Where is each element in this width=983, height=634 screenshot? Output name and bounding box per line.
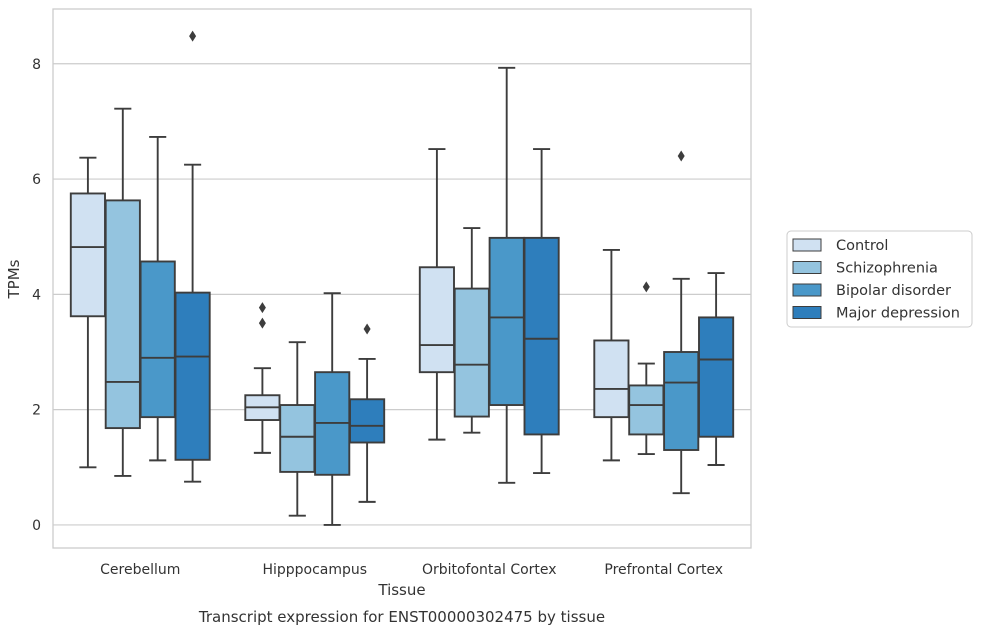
x-axis-ticks: Cerebellum Hipppocampus Orbitofontal Corte… <box>100 562 723 578</box>
legend-swatch <box>792 306 822 319</box>
legend-label: Bipolar disorder <box>836 283 951 299</box>
box-control <box>69 156 106 469</box>
box-iqr <box>593 339 630 419</box>
x-tick-label: Cerebellum <box>100 562 180 578</box>
box-iqr <box>69 192 106 318</box>
box-control <box>418 148 455 441</box>
box-iqr <box>663 351 700 451</box>
outlier-point <box>677 150 685 162</box>
outlier-point <box>642 281 650 293</box>
box-iqr <box>174 291 211 461</box>
y-tick-label: 0 <box>32 518 41 534</box>
box-iqr <box>628 384 665 436</box>
y-tick-label: 6 <box>32 172 41 188</box>
box-schizophrenia <box>279 341 316 517</box>
box-bipolar-disorder <box>139 136 176 462</box>
box-major-depression <box>698 272 735 466</box>
box-major-depression <box>523 148 560 475</box>
x-tick-label: Prefrontal Cortex <box>604 562 723 578</box>
chart-caption: Transcript expression for ENST0000030247… <box>198 608 605 626</box>
y-tick-label: 2 <box>32 403 41 419</box>
box-iqr <box>418 266 455 374</box>
legend: Control Schizophrenia Bipolar disorder Majo… <box>786 230 973 328</box>
legend-swatch <box>792 238 822 252</box>
outlier-point <box>258 302 266 314</box>
outlier-point <box>189 30 197 42</box>
box-iqr <box>349 398 386 444</box>
box-iqr <box>139 260 176 419</box>
legend-label: Major depression <box>836 306 960 322</box>
box-iqr <box>698 316 735 438</box>
legend-swatch <box>792 283 822 297</box>
box-iqr <box>488 236 525 406</box>
legend-swatch <box>792 261 822 274</box>
box-major-depression <box>174 30 211 483</box>
box-iqr <box>104 199 141 430</box>
y-axis-label: TPMs <box>5 259 23 299</box>
y-tick-label: 4 <box>32 287 41 303</box>
outlier-point <box>363 323 371 335</box>
legend-frame <box>786 230 973 328</box>
legend-label: Control <box>836 238 888 254</box>
x-tick-label: Orbitofontal Cortex <box>422 562 557 578</box>
box-bipolar-disorder <box>488 66 525 484</box>
box-iqr <box>279 404 316 473</box>
box-control <box>244 302 281 454</box>
y-tick-label: 8 <box>32 57 41 73</box>
box-schizophrenia <box>453 227 490 434</box>
y-axis-ticks: 0 2 4 6 8 <box>32 57 41 534</box>
box-control <box>593 249 630 462</box>
x-tick-label: Hipppocampus <box>262 562 367 578</box>
box-iqr <box>453 287 490 418</box>
outlier-point <box>258 317 266 329</box>
box-major-depression <box>349 323 386 503</box>
plot-frame <box>52 8 752 549</box>
legend-label: Schizophrenia <box>836 261 938 277</box>
box-series <box>69 30 735 526</box>
x-axis-label: Tissue <box>377 581 425 599</box>
box-iqr <box>523 236 560 436</box>
